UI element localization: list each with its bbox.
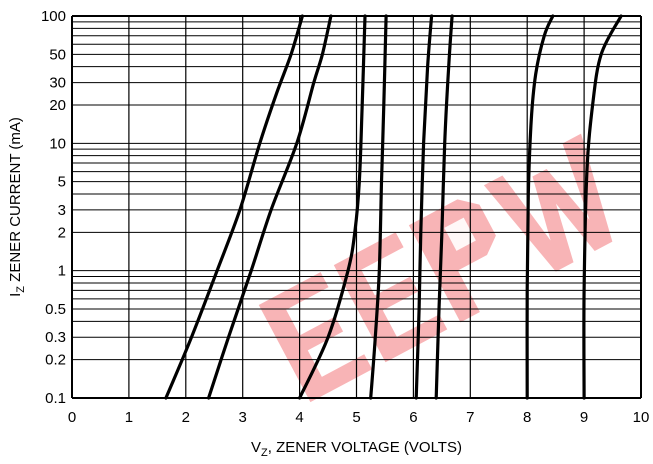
watermark-letter-4 (483, 133, 613, 272)
x-tick-label: 7 (466, 409, 474, 426)
y-axis-title-main: I (7, 293, 24, 297)
x-axis-title: VZ, ZENER VOLTAGE (VOLTS) (251, 439, 462, 459)
x-tick-label: 2 (182, 409, 190, 426)
y-tick-label: 2 (58, 224, 66, 241)
y-tick-label: 3 (58, 202, 66, 219)
y-tick-label: 0.1 (45, 390, 66, 407)
y-axis-title-sub: Z (15, 286, 27, 293)
y-tick-label: 0.3 (45, 329, 66, 346)
y-tick-label: 0.5 (45, 301, 66, 318)
curves (164, 14, 623, 400)
x-tick-label: 9 (580, 409, 588, 426)
zener-curve-7 (525, 14, 555, 400)
y-tick-label: 10 (49, 135, 66, 152)
x-tick-label: 0 (68, 409, 76, 426)
y-tick-label: 100 (41, 8, 66, 25)
watermark (258, 133, 613, 403)
zener-curve-5 (414, 14, 434, 400)
x-tick-label: 1 (125, 409, 133, 426)
zener-curve-2 (207, 14, 333, 400)
x-tick-labels: 0 1 2 3 4 5 6 7 8 9 10 (68, 409, 650, 426)
x-tick-label: 5 (352, 409, 360, 426)
y-tick-label: 50 (49, 46, 66, 63)
x-axis-title-rest: , ZENER VOLTAGE (VOLTS) (268, 439, 462, 456)
zener-curve-1 (164, 14, 304, 400)
y-axis-title: IZ ZENER CURRENT (mA) (7, 117, 27, 297)
zener-curve-3 (298, 14, 367, 400)
y-tick-label: 0.2 (45, 352, 66, 369)
x-tick-label: 6 (409, 409, 417, 426)
x-tick-label: 8 (523, 409, 531, 426)
x-axis-title-main: V (251, 439, 261, 456)
x-tick-label: 4 (295, 409, 303, 426)
y-axis-title-rest: ZENER CURRENT (mA) (7, 117, 24, 286)
watermark-letter-3 (408, 199, 496, 323)
y-tick-label: 30 (49, 75, 66, 92)
zener-curve-4 (369, 14, 388, 400)
zener-curve-8 (582, 14, 623, 400)
y-tick-label: 5 (58, 174, 66, 191)
x-axis-title-sub: Z (261, 447, 268, 459)
y-tick-label: 20 (49, 97, 66, 114)
x-tick-label: 3 (239, 409, 247, 426)
watermark-p-hole (444, 217, 476, 251)
watermark-logo (258, 133, 613, 403)
x-tick-label: 10 (633, 409, 650, 426)
zener-curve-6 (434, 14, 454, 400)
y-tick-label: 1 (58, 263, 66, 280)
y-tick-labels: 0.1 0.2 0.3 0.5 1 2 3 5 10 20 30 50 100 (41, 8, 66, 407)
